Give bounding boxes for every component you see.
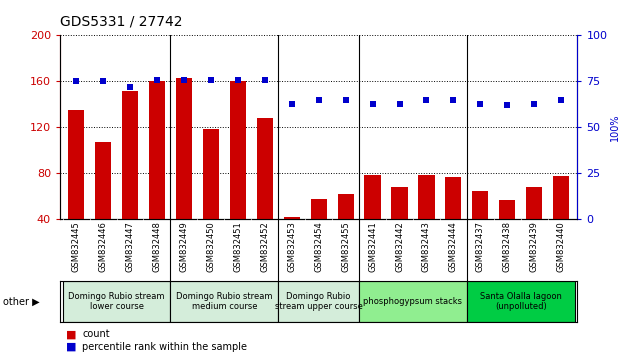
Point bbox=[206, 77, 216, 82]
Bar bbox=[467, 281, 575, 322]
Bar bbox=[359, 281, 467, 322]
Bar bbox=[283, 217, 300, 266]
Point bbox=[367, 101, 377, 106]
Text: GSM832437: GSM832437 bbox=[476, 221, 485, 272]
Text: GSM832450: GSM832450 bbox=[206, 221, 215, 272]
Bar bbox=[418, 175, 435, 266]
Text: ■: ■ bbox=[66, 342, 77, 352]
Bar bbox=[176, 78, 192, 266]
Bar bbox=[391, 187, 408, 266]
Point bbox=[529, 101, 540, 106]
Bar bbox=[310, 199, 327, 266]
Point bbox=[98, 79, 108, 84]
Text: ■: ■ bbox=[66, 329, 77, 339]
Bar bbox=[499, 200, 516, 266]
Point bbox=[394, 101, 404, 106]
Point bbox=[449, 97, 459, 103]
Text: Domingo Rubio stream
lower course: Domingo Rubio stream lower course bbox=[68, 292, 165, 312]
Point bbox=[475, 101, 485, 106]
Point bbox=[71, 79, 81, 84]
Bar bbox=[338, 194, 354, 266]
Bar bbox=[553, 176, 569, 266]
Text: Domingo Rubio
stream upper course: Domingo Rubio stream upper course bbox=[274, 292, 363, 312]
Text: GSM832442: GSM832442 bbox=[395, 221, 404, 272]
Text: GSM832440: GSM832440 bbox=[557, 221, 566, 272]
Text: Domingo Rubio stream
medium course: Domingo Rubio stream medium course bbox=[176, 292, 273, 312]
Text: GSM832451: GSM832451 bbox=[233, 221, 242, 272]
Bar bbox=[278, 281, 359, 322]
Point bbox=[556, 97, 566, 103]
Bar bbox=[365, 175, 380, 266]
Text: other ▶: other ▶ bbox=[3, 297, 40, 307]
Text: GSM832447: GSM832447 bbox=[126, 221, 134, 272]
Text: GSM832439: GSM832439 bbox=[530, 221, 539, 272]
Text: GSM832446: GSM832446 bbox=[98, 221, 107, 272]
Point bbox=[341, 97, 351, 103]
Point bbox=[152, 77, 162, 82]
Bar bbox=[95, 142, 111, 266]
Bar bbox=[230, 81, 246, 266]
Bar bbox=[68, 110, 84, 266]
Point bbox=[502, 103, 512, 108]
Text: phosphogypsum stacks: phosphogypsum stacks bbox=[363, 297, 463, 306]
Bar bbox=[526, 187, 542, 266]
Text: Santa Olalla lagoon
(unpolluted): Santa Olalla lagoon (unpolluted) bbox=[480, 292, 562, 312]
Text: percentile rank within the sample: percentile rank within the sample bbox=[82, 342, 247, 352]
Text: GSM832448: GSM832448 bbox=[153, 221, 162, 272]
Text: GSM832454: GSM832454 bbox=[314, 221, 323, 272]
Point bbox=[314, 97, 324, 103]
Text: GSM832452: GSM832452 bbox=[260, 221, 269, 272]
Text: GSM832444: GSM832444 bbox=[449, 221, 458, 272]
Text: GDS5331 / 27742: GDS5331 / 27742 bbox=[60, 14, 182, 28]
Point bbox=[422, 97, 432, 103]
Text: GSM832455: GSM832455 bbox=[341, 221, 350, 272]
Point bbox=[179, 77, 189, 82]
Bar bbox=[149, 81, 165, 266]
Y-axis label: 100%: 100% bbox=[610, 114, 620, 141]
Point bbox=[260, 77, 270, 82]
Text: GSM832441: GSM832441 bbox=[368, 221, 377, 272]
Text: GSM832443: GSM832443 bbox=[422, 221, 431, 272]
Bar bbox=[445, 177, 461, 266]
Text: count: count bbox=[82, 329, 110, 339]
Point bbox=[233, 77, 243, 82]
Bar bbox=[472, 191, 488, 266]
Text: GSM832438: GSM832438 bbox=[503, 221, 512, 272]
Bar bbox=[170, 281, 278, 322]
Bar bbox=[203, 129, 219, 266]
Bar bbox=[62, 281, 170, 322]
Point bbox=[125, 84, 135, 90]
Text: GSM832453: GSM832453 bbox=[287, 221, 296, 272]
Text: GSM832445: GSM832445 bbox=[71, 221, 81, 272]
Point bbox=[286, 101, 297, 106]
Bar bbox=[122, 91, 138, 266]
Bar bbox=[257, 118, 273, 266]
Text: GSM832449: GSM832449 bbox=[179, 221, 189, 272]
